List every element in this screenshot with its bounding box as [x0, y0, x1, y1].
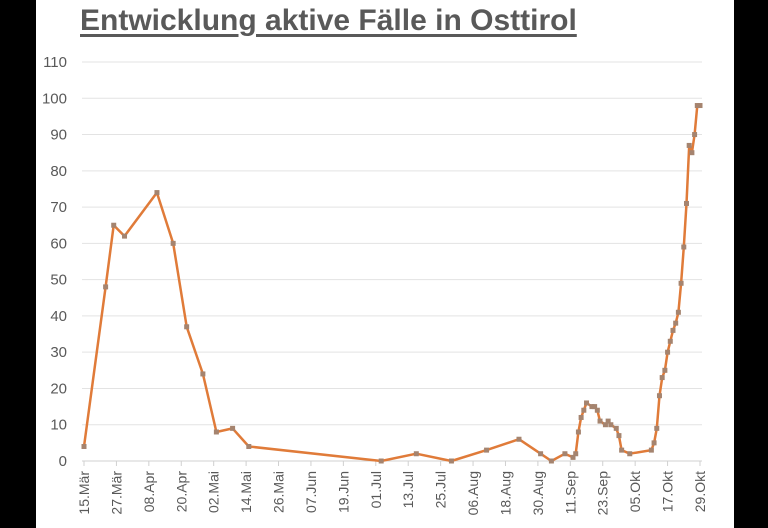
- x-tick-label: 11.Sep: [562, 471, 578, 515]
- data-line: [82, 104, 700, 463]
- data-point-marker: [613, 425, 619, 431]
- data-point-marker: [605, 418, 611, 424]
- x-tick-label: 15.Mär: [76, 471, 92, 515]
- y-tick-label: 60: [50, 235, 67, 252]
- data-point-marker: [670, 327, 676, 333]
- x-tick-label: 20.Apr: [173, 471, 189, 513]
- y-tick-label: 70: [50, 199, 67, 216]
- data-point-marker: [413, 451, 419, 457]
- data-point-marker: [111, 222, 117, 228]
- data-point-marker: [694, 103, 700, 109]
- chart-slide: Entwicklung aktive Fälle in Osttirol: [36, 0, 734, 528]
- data-point-marker: [678, 280, 684, 286]
- data-point-marker: [246, 443, 252, 449]
- data-point-marker: [651, 440, 657, 446]
- data-point-marker: [681, 244, 687, 250]
- data-point-marker: [484, 447, 490, 453]
- data-point-marker: [448, 458, 454, 464]
- data-point-marker: [662, 367, 668, 373]
- data-point-marker: [573, 451, 579, 457]
- x-tick-label: 30.Aug: [530, 471, 546, 515]
- data-point-marker: [170, 240, 176, 246]
- data-point-marker: [81, 443, 87, 449]
- y-tick-label: 10: [50, 417, 67, 434]
- data-point-marker: [570, 454, 576, 460]
- y-tick-label: 30: [50, 344, 67, 361]
- data-point-marker: [230, 425, 236, 431]
- data-point-marker: [665, 349, 671, 355]
- data-markers: [81, 103, 703, 464]
- x-tick-label: 14.Mai: [238, 471, 254, 513]
- x-tick-label: 29.Okt: [692, 471, 708, 512]
- y-tick-label: 100: [42, 90, 67, 107]
- data-point-marker: [584, 400, 590, 406]
- y-axis: 0 10 20 30 40 50 60 70 80 90 100 110: [42, 54, 67, 470]
- x-tick-label: 25.Jul: [433, 471, 449, 508]
- data-point-marker: [686, 142, 692, 148]
- x-tick-label: 27.Mär: [108, 471, 124, 515]
- data-point-marker: [581, 407, 587, 413]
- data-point-marker: [697, 103, 703, 109]
- data-point-marker: [378, 458, 384, 464]
- y-tick-label: 20: [50, 380, 67, 397]
- data-point-marker: [575, 429, 581, 435]
- data-point-marker: [213, 429, 219, 435]
- data-point-marker: [616, 433, 622, 439]
- y-tick-label: 110: [43, 54, 67, 71]
- data-point-marker: [659, 375, 665, 381]
- x-tick-label: 01.Jul: [368, 471, 384, 508]
- data-point-marker: [516, 436, 522, 442]
- data-point-marker: [184, 324, 190, 330]
- y-tick-label: 50: [50, 272, 67, 289]
- data-point-marker: [675, 309, 681, 315]
- x-tick-label: 19.Jun: [335, 471, 351, 513]
- data-point-marker: [692, 132, 698, 138]
- data-point-marker: [154, 190, 160, 196]
- y-tick-label: 90: [50, 127, 67, 144]
- data-point-marker: [548, 458, 554, 464]
- data-point-marker: [589, 404, 595, 410]
- data-point-marker: [656, 393, 662, 399]
- data-point-marker: [608, 422, 614, 428]
- data-point-marker: [648, 447, 654, 453]
- data-point-marker: [597, 418, 603, 424]
- y-tick-label: 0: [59, 453, 67, 470]
- chart-title: Entwicklung aktive Fälle in Osttirol: [80, 4, 577, 37]
- data-point-marker: [689, 150, 695, 156]
- x-tick-label: 13.Jul: [400, 471, 416, 508]
- data-point-marker: [667, 338, 673, 344]
- data-point-marker: [122, 233, 128, 239]
- y-tick-label: 40: [50, 308, 67, 325]
- data-point-marker: [200, 371, 206, 377]
- data-point-marker: [592, 404, 598, 410]
- data-point-marker: [594, 407, 600, 413]
- x-tick-label: 07.Jun: [303, 471, 319, 513]
- x-tick-label: 08.Apr: [141, 471, 157, 513]
- data-point-marker: [578, 414, 584, 420]
- y-tick-label: 80: [50, 163, 67, 180]
- x-axis: 15.Mär 27.Mär 08.Apr 20.Apr 02.Mai 14.Mai 26.M…: [76, 461, 708, 515]
- x-tick-label: 05.Okt: [627, 471, 643, 512]
- data-point-marker: [103, 284, 109, 290]
- data-point-marker: [538, 451, 544, 457]
- x-tick-label: 06.Aug: [465, 471, 481, 515]
- x-tick-label: 23.Sep: [595, 471, 611, 516]
- x-tick-label: 02.Mai: [206, 471, 222, 513]
- x-tick-label: 26.Mai: [271, 471, 287, 513]
- data-point-marker: [673, 320, 679, 326]
- data-point-marker: [654, 425, 660, 431]
- data-point-marker: [562, 451, 568, 457]
- data-point-marker: [602, 422, 608, 428]
- x-tick-label: 17.Okt: [660, 471, 676, 512]
- data-point-marker: [627, 451, 633, 457]
- data-point-marker: [619, 447, 625, 453]
- x-tick-label: 18.Aug: [497, 471, 513, 515]
- data-point-marker: [683, 200, 689, 206]
